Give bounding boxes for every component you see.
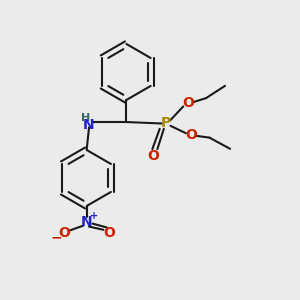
Text: O: O [59,226,70,240]
Text: +: + [90,211,98,221]
Text: P: P [161,116,171,130]
Text: O: O [185,128,197,142]
Text: O: O [182,97,194,110]
Text: H: H [82,112,91,123]
Text: O: O [103,226,115,240]
Text: N: N [81,215,92,229]
Text: −: − [51,231,62,245]
Text: N: N [83,118,95,132]
Text: O: O [147,149,159,163]
